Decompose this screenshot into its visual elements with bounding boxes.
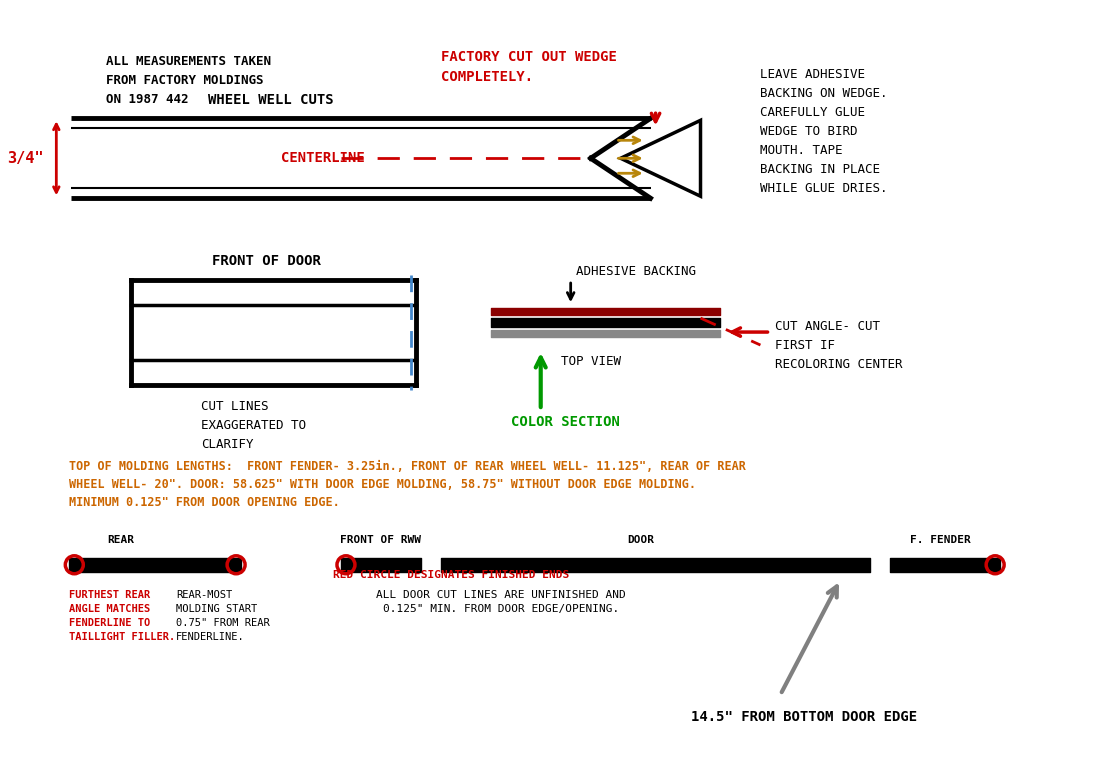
Text: ADHESIVE BACKING: ADHESIVE BACKING (576, 265, 696, 278)
Text: 3/4": 3/4" (7, 151, 43, 166)
Text: RED CIRCLE DESIGNATES FINISHED ENDS: RED CIRCLE DESIGNATES FINISHED ENDS (332, 570, 568, 580)
Text: FURTHEST REAR
ANGLE MATCHES
FENDERLINE TO
TAILLIGHT FILLER.: FURTHEST REAR ANGLE MATCHES FENDERLINE T… (70, 590, 175, 642)
Text: WHEEL WELL CUTS: WHEEL WELL CUTS (208, 94, 334, 107)
Text: CUT ANGLE- CUT
FIRST IF
RECOLORING CENTER: CUT ANGLE- CUT FIRST IF RECOLORING CENTE… (776, 320, 903, 371)
Text: LEAVE ADHESIVE
BACKING ON WEDGE.
CAREFULLY GLUE
WEDGE TO BIRD
MOUTH. TAPE
BACKIN: LEAVE ADHESIVE BACKING ON WEDGE. CAREFUL… (760, 68, 888, 196)
Text: FACTORY CUT OUT WEDGE
COMPLETELY.: FACTORY CUT OUT WEDGE COMPLETELY. (441, 51, 617, 84)
Text: REAR: REAR (107, 535, 135, 545)
Text: CENTERLINE: CENTERLINE (281, 151, 365, 165)
Text: FRONT OF RWW: FRONT OF RWW (340, 535, 421, 545)
Text: REAR-MOST
MOLDING START
0.75" FROM REAR
FENDERLINE.: REAR-MOST MOLDING START 0.75" FROM REAR … (176, 590, 270, 642)
Text: F. FENDER: F. FENDER (910, 535, 971, 545)
Text: ALL MEASUREMENTS TAKEN
FROM FACTORY MOLDINGS
ON 1987 442: ALL MEASUREMENTS TAKEN FROM FACTORY MOLD… (106, 55, 271, 107)
Text: COLOR SECTION: COLOR SECTION (511, 415, 619, 429)
Text: 14.5" FROM BOTTOM DOOR EDGE: 14.5" FROM BOTTOM DOOR EDGE (690, 709, 916, 723)
Text: ALL DOOR CUT LINES ARE UNFINISHED AND
0.125" MIN. FROM DOOR EDGE/OPENING.: ALL DOOR CUT LINES ARE UNFINISHED AND 0.… (376, 590, 626, 614)
Text: FRONT OF DOOR: FRONT OF DOOR (212, 254, 320, 268)
Text: TOP VIEW: TOP VIEW (561, 355, 620, 368)
Text: DOOR: DOOR (627, 535, 654, 545)
Text: CUT LINES
EXAGGERATED TO
CLARIFY: CUT LINES EXAGGERATED TO CLARIFY (202, 400, 306, 451)
Text: TOP OF MOLDING LENGTHS:  FRONT FENDER- 3.25in., FRONT OF REAR WHEEL WELL- 11.125: TOP OF MOLDING LENGTHS: FRONT FENDER- 3.… (70, 460, 746, 509)
